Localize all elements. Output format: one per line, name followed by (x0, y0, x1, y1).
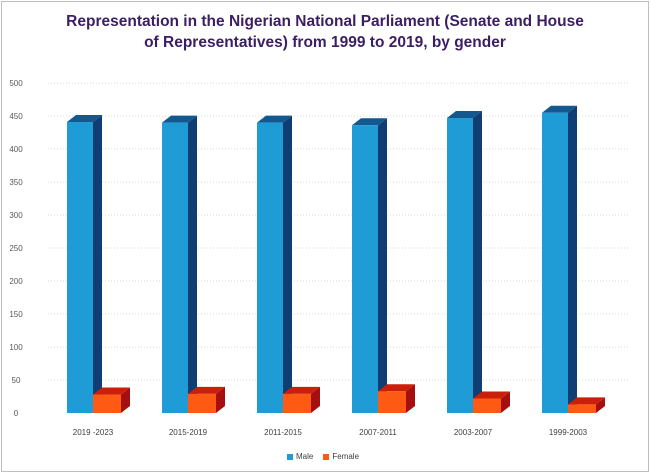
bar-female (283, 393, 311, 413)
legend-swatch-male (287, 453, 293, 460)
bar-female (93, 394, 121, 413)
bar-male-top (67, 114, 102, 122)
bar-female-top (473, 391, 510, 399)
y-tick-label: 300 (9, 211, 23, 220)
bar-male-side (568, 105, 577, 413)
bar-female (188, 393, 216, 413)
x-tick-label: 2003-2007 (454, 428, 493, 437)
bar-male-side (188, 115, 197, 413)
bar-female-top (568, 397, 605, 405)
bar-male-side (378, 118, 387, 414)
y-tick-label: 400 (9, 145, 23, 154)
y-tick-label: 100 (9, 343, 23, 352)
bar-female-side (311, 386, 320, 413)
chart-legend: Male Female (287, 452, 359, 461)
bar-male-top (352, 118, 387, 126)
bar-male (67, 121, 93, 413)
bar-female-side (406, 384, 415, 413)
bar-female-top (188, 386, 225, 394)
bar-female (568, 404, 596, 413)
bar-male (257, 122, 283, 413)
bar-female-side (216, 386, 225, 413)
bar-male-top (162, 115, 197, 123)
x-tick-label: 2007-2011 (359, 428, 397, 437)
x-tick-label: 2019 -2023 (73, 428, 114, 437)
bar-female-side (501, 391, 510, 413)
chart-title: Representation in the Nigerian National … (20, 11, 630, 53)
bar-male (162, 122, 188, 413)
legend-item-female: Female (323, 452, 359, 461)
bar-male-top (447, 110, 482, 118)
bar-male-top (542, 105, 577, 113)
chart-title-line-2: of Representatives) from 1999 to 2019, b… (144, 34, 506, 51)
legend-swatch-female (323, 453, 330, 460)
y-tick-label: 350 (9, 178, 23, 187)
y-tick-label: 150 (9, 310, 23, 319)
y-tick-label: 200 (9, 277, 23, 286)
bar-male-side (93, 114, 102, 413)
chart-title-line-1: Representation in the Nigerian National … (66, 13, 584, 30)
legend-label-male: Male (296, 452, 314, 461)
bar-male (542, 112, 568, 413)
bar-female (473, 398, 501, 413)
bar-female-top (283, 386, 320, 394)
bar-female-side (596, 397, 605, 413)
bar-male (447, 117, 473, 413)
bar-female-top (378, 384, 415, 392)
y-tick-label: 450 (9, 112, 23, 121)
bar-male-side (283, 115, 292, 413)
x-tick-label: 2011-2015 (264, 428, 302, 437)
legend-label-female: Female (332, 452, 360, 461)
bar-female-top (93, 387, 130, 395)
x-tick-label: 1999-2003 (549, 428, 588, 437)
y-tick-label: 0 (14, 409, 19, 418)
bar-female (378, 391, 406, 413)
y-tick-label: 500 (9, 79, 23, 88)
bar-male (352, 125, 378, 414)
bar-male-top (257, 115, 292, 123)
y-tick-label: 250 (9, 244, 23, 253)
legend-item-male: Male (287, 452, 313, 461)
bar-male-side (473, 110, 482, 413)
x-tick-label: 2015-2019 (169, 428, 208, 437)
y-tick-label: 50 (12, 376, 21, 385)
bar-female-side (121, 387, 130, 413)
